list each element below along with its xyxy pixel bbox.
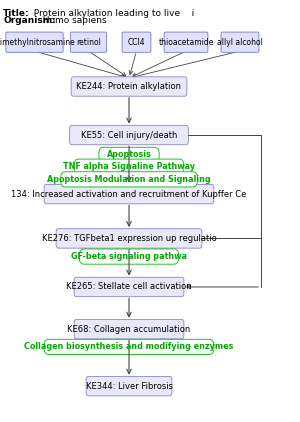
Text: Dimethylnitrosamine: Dimethylnitrosamine	[0, 38, 75, 47]
Text: Apoptosis Modulation and Signaling: Apoptosis Modulation and Signaling	[47, 175, 211, 184]
Text: thioacetamide: thioacetamide	[158, 38, 214, 47]
Text: Organism:: Organism:	[3, 16, 56, 25]
Text: Protein alkylation leading to live    i: Protein alkylation leading to live i	[28, 9, 195, 18]
FancyBboxPatch shape	[79, 249, 178, 264]
Text: GF-beta signaling pathwa: GF-beta signaling pathwa	[71, 252, 187, 261]
FancyBboxPatch shape	[221, 32, 259, 52]
FancyBboxPatch shape	[44, 339, 214, 354]
Text: KE265: Stellate cell activation: KE265: Stellate cell activation	[66, 282, 192, 292]
FancyBboxPatch shape	[74, 159, 184, 174]
Text: CCl4: CCl4	[128, 38, 145, 47]
FancyBboxPatch shape	[71, 77, 187, 96]
FancyBboxPatch shape	[70, 125, 188, 145]
Text: retinol: retinol	[76, 38, 101, 47]
Text: 134: Increased activation and recruitment of Kupffer Ce: 134: Increased activation and recruitmen…	[11, 189, 247, 199]
FancyBboxPatch shape	[86, 376, 172, 396]
Text: Apoptosis: Apoptosis	[106, 150, 152, 160]
FancyBboxPatch shape	[164, 32, 208, 52]
FancyBboxPatch shape	[70, 32, 107, 52]
Text: KE244: Protein alkylation: KE244: Protein alkylation	[76, 82, 182, 91]
Text: KE68: Collagen accumulation: KE68: Collagen accumulation	[68, 325, 190, 334]
Text: Collagen biosynthesis and modifying enzymes: Collagen biosynthesis and modifying enzy…	[24, 342, 234, 352]
Text: KE344: Liver Fibrosis: KE344: Liver Fibrosis	[85, 381, 172, 391]
Text: Homo sapiens: Homo sapiens	[37, 16, 106, 25]
Text: KE276: TGFbeta1 expression up regulatio: KE276: TGFbeta1 expression up regulatio	[42, 234, 216, 243]
FancyBboxPatch shape	[56, 229, 202, 248]
FancyBboxPatch shape	[74, 277, 184, 297]
Text: allyl alcohol: allyl alcohol	[217, 38, 263, 47]
Text: TNF alpha Signaline Pathway: TNF alpha Signaline Pathway	[63, 162, 195, 171]
Text: KE55: Cell injury/death: KE55: Cell injury/death	[81, 130, 177, 140]
FancyBboxPatch shape	[61, 172, 197, 187]
FancyBboxPatch shape	[74, 319, 184, 339]
Text: Title:: Title:	[3, 9, 30, 18]
FancyBboxPatch shape	[44, 184, 214, 204]
FancyBboxPatch shape	[122, 32, 151, 52]
FancyBboxPatch shape	[99, 147, 159, 162]
FancyBboxPatch shape	[6, 32, 63, 52]
